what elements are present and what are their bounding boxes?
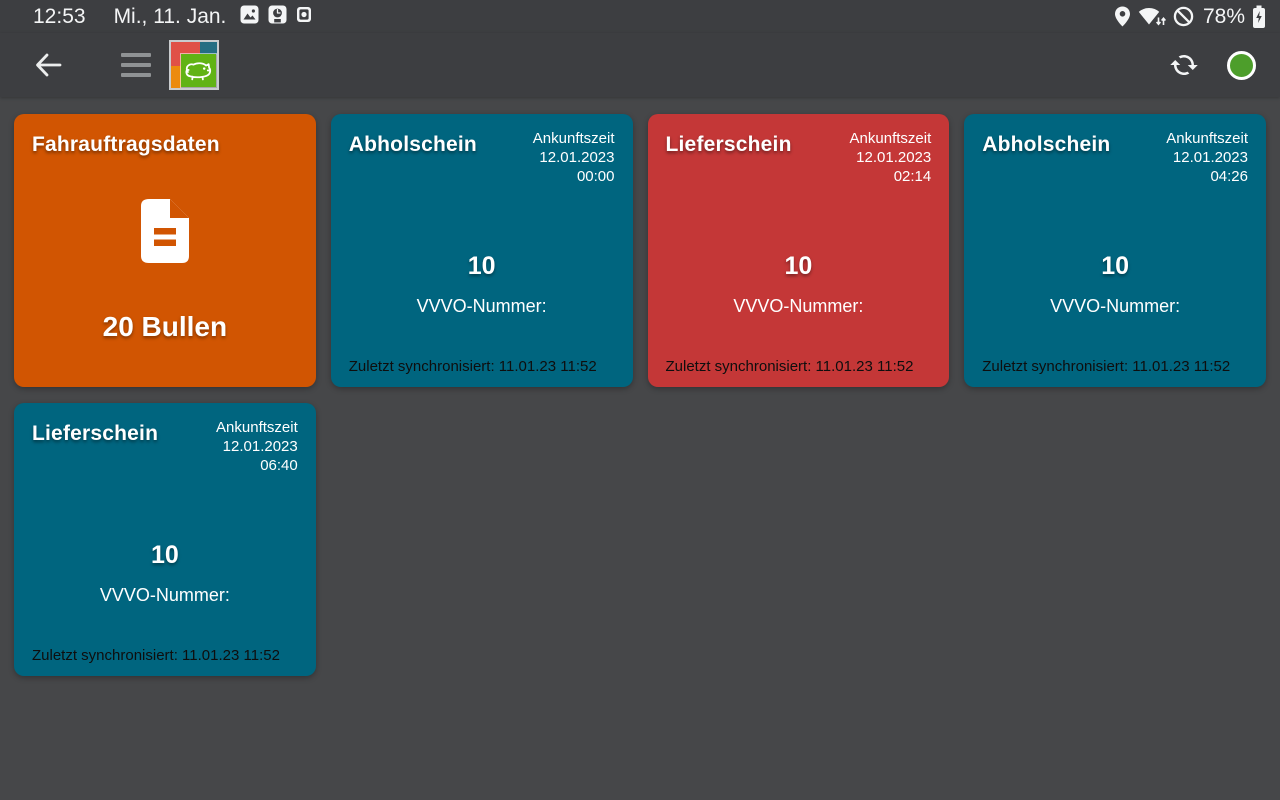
photo-notification-icon: [240, 5, 259, 29]
status-system-icons: 78%: [1114, 5, 1266, 29]
status-date: Mi., 11. Jan.: [113, 4, 227, 28]
wifi-icon: [1138, 6, 1166, 27]
card-title: Abholschein: [982, 133, 1111, 156]
arrival-date: 12.01.2023: [222, 438, 298, 455]
arrival-label: Ankunftszeit: [216, 419, 298, 436]
arrival-block: Ankunftszeit 12.01.2023 00:00: [533, 129, 615, 186]
sync-button[interactable]: [1169, 50, 1199, 80]
arrival-date: 12.01.2023: [539, 149, 615, 166]
arrival-label: Ankunftszeit: [849, 130, 932, 147]
arrival-label: Ankunftszeit: [1166, 130, 1248, 147]
arrival-time: 00:00: [576, 168, 615, 185]
hamburger-menu-button[interactable]: [121, 53, 151, 77]
card-fahrauftragsdaten[interactable]: Fahrauftragsdaten 20 Bullen: [14, 114, 316, 387]
animal-count: 10: [467, 252, 496, 280]
online-status-indicator[interactable]: [1227, 50, 1256, 80]
back-button[interactable]: [33, 50, 63, 80]
status-bar: 12:53 Mi., 11. Jan. 78%: [0, 0, 1280, 33]
logo-teal-segment: [199, 42, 217, 55]
last-synced-text: Zuletzt synchronisiert: 11.01.23 11:52: [982, 358, 1231, 375]
animal-count: 10: [1101, 252, 1130, 280]
card-title: Abholschein: [348, 133, 477, 156]
logo-green-square: [179, 52, 218, 89]
arrival-label: Ankunftszeit: [532, 130, 615, 147]
device-notification-icon: [296, 6, 312, 28]
do-not-disturb-icon: [1173, 6, 1194, 27]
arrival-date: 12.01.2023: [856, 149, 932, 166]
card-title: Lieferschein: [665, 133, 792, 156]
notification-icons: [240, 5, 312, 29]
clock: 12:53: [33, 4, 86, 28]
vvvo-label: VVVO-Nummer:: [99, 585, 230, 605]
arrival-block: Ankunftszeit 12.01.2023 04:26: [1166, 129, 1248, 186]
vvvo-label: VVVO-Nummer:: [1050, 296, 1181, 316]
cards-grid: Fahrauftragsdaten 20 Bullen Abholschein …: [0, 97, 1280, 676]
animal-count: 10: [150, 541, 179, 569]
arrival-time: 02:14: [893, 168, 932, 185]
arrival-time: 04:26: [1210, 168, 1248, 185]
vvvo-label: VVVO-Nummer:: [416, 296, 547, 316]
arrival-block: Ankunftszeit 12.01.2023 02:14: [850, 129, 932, 186]
document-icon: [14, 198, 316, 264]
pig-icon: [185, 62, 212, 81]
cattle-count-label: 20 Bullen: [102, 311, 228, 342]
arrival-time: 06:40: [260, 457, 298, 474]
card-title: Lieferschein: [32, 422, 159, 445]
vvvo-label: VVVO-Nummer:: [733, 296, 864, 316]
arrival-date: 12.01.2023: [1172, 149, 1248, 166]
animal-count: 10: [784, 252, 813, 280]
battery-percent: 78%: [1202, 4, 1245, 28]
app-bar: [0, 33, 1280, 97]
last-synced-text: Zuletzt synchronisiert: 11.01.23 11:52: [665, 358, 914, 375]
app-logo-pig-icon: [169, 40, 219, 90]
last-synced-text: Zuletzt synchronisiert: 11.01.23 11:52: [348, 358, 597, 375]
card-title: Fahrauftragsdaten: [32, 133, 220, 156]
location-icon: [1114, 6, 1131, 27]
battery-charging-icon: [1252, 5, 1266, 29]
arrival-block: Ankunftszeit 12.01.2023 06:40: [216, 418, 298, 475]
logo-orange-segment: [171, 65, 182, 88]
card-abholschein-1[interactable]: Abholschein Ankunftszeit 12.01.2023 00:0…: [330, 114, 633, 387]
last-synced-text: Zuletzt synchronisiert: 11.01.23 11:52: [32, 647, 280, 664]
driver-card-notification-icon: [268, 5, 287, 29]
card-abholschein-2[interactable]: Abholschein Ankunftszeit 12.01.2023 04:2…: [964, 114, 1266, 387]
card-lieferschein-1[interactable]: Lieferschein Ankunftszeit 12.01.2023 02:…: [647, 114, 950, 387]
card-lieferschein-2[interactable]: Lieferschein Ankunftszeit 12.01.2023 06:…: [14, 403, 316, 676]
